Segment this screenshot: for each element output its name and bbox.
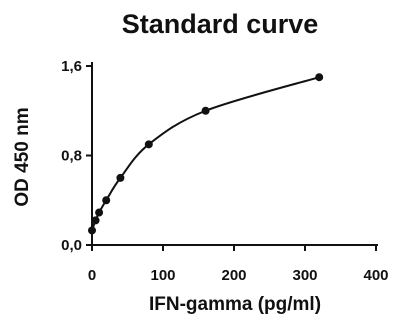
data-points xyxy=(88,73,324,235)
y-tick-label: 0,8 xyxy=(61,148,82,165)
y-axis-ticks: 0,0 0,8 1,6 xyxy=(61,58,92,254)
plot-axes xyxy=(91,62,378,246)
data-point xyxy=(95,208,104,217)
data-point xyxy=(116,173,125,182)
x-tick-label: 100 xyxy=(150,267,175,284)
data-point xyxy=(144,140,153,149)
fit-curve-line xyxy=(91,76,320,231)
data-point xyxy=(315,73,324,82)
x-tick-label: 200 xyxy=(221,267,246,284)
data-point xyxy=(102,196,111,205)
x-tick-label: 300 xyxy=(292,267,317,284)
y-axis-label: OD 450 nm xyxy=(12,107,33,206)
x-axis-label: IFN-gamma (pg/ml) xyxy=(149,294,321,315)
data-point xyxy=(91,216,100,225)
x-tick-label: 400 xyxy=(363,267,388,284)
x-tick-label: 0 xyxy=(88,267,96,284)
data-point xyxy=(201,106,210,115)
y-tick-label: 1,6 xyxy=(61,58,82,75)
x-axis-ticks: 0 100 200 300 400 xyxy=(88,245,389,284)
data-point xyxy=(88,226,96,235)
chart-title: Standard curve xyxy=(122,9,319,39)
y-tick-label: 0,0 xyxy=(61,237,82,254)
